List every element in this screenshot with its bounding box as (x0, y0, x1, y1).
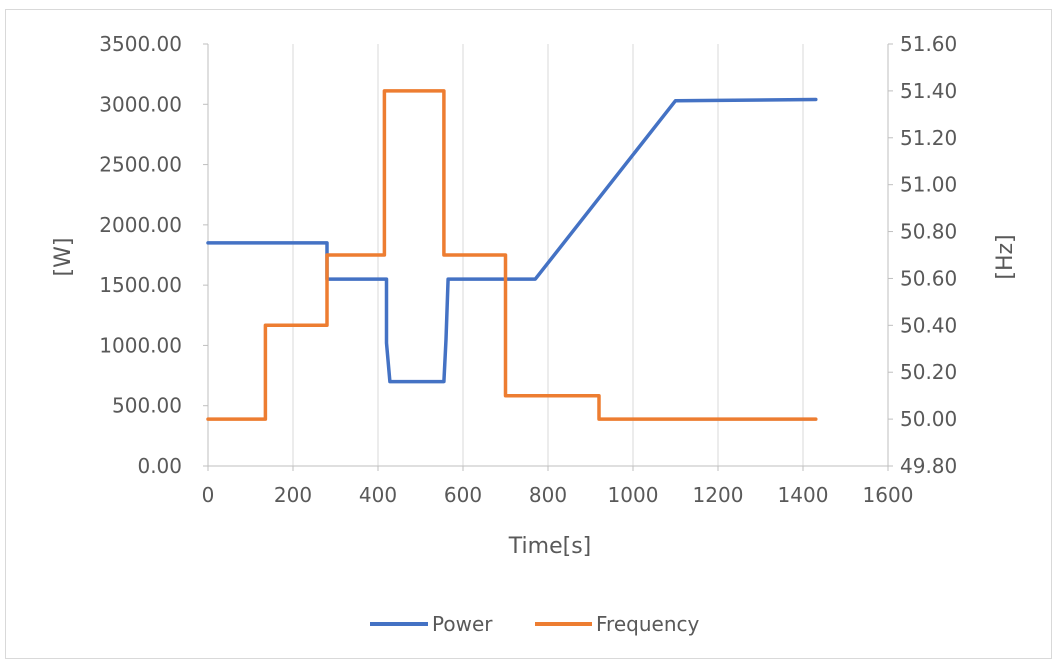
gridlines (292, 44, 889, 466)
series-line-frequency (206, 89, 818, 421)
y-left-tick-label: 2000.00 (99, 213, 182, 237)
x-tick-label: 600 (444, 483, 482, 507)
y-left-tick-label: 3000.00 (99, 92, 182, 116)
axes (203, 43, 893, 471)
y-right-tick-label: 50.00 (900, 407, 957, 431)
series-lines (206, 89, 818, 421)
y-right-tick-label: 51.00 (900, 173, 957, 197)
y-left-tick-label: 1500.00 (99, 273, 182, 297)
y-left-tick-label: 2500.00 (99, 153, 182, 177)
y-left-tick-label: 0.00 (137, 454, 182, 478)
x-tick-label: 400 (359, 483, 397, 507)
y-left-tick-label: 1000.00 (99, 333, 182, 357)
tick-labels: 0 200 400 600 800 1000 1200 1400 1600 0.00 500.00 1… (99, 32, 957, 507)
x-tick-label: 1400 (778, 483, 829, 507)
y-right-tick-label: 51.40 (900, 79, 957, 103)
x-axis-title: Time[s] (508, 534, 591, 559)
y-right-tick-label: 49.80 (900, 454, 957, 478)
x-tick-label: 1200 (693, 483, 744, 507)
x-tick-label: 1000 (608, 483, 659, 507)
y-left-tick-label: 3500.00 (99, 32, 182, 56)
y-axis-right-title: [Hz] (993, 234, 1018, 279)
y-right-tick-label: 50.80 (900, 220, 957, 244)
series-line-power (206, 97, 818, 384)
y-right-tick-label: 50.20 (900, 360, 957, 384)
x-tick-label: 0 (202, 483, 215, 507)
legend-label-power: Power (432, 612, 493, 636)
x-tick-label: 1600 (863, 483, 914, 507)
y-right-tick-label: 50.40 (900, 313, 957, 337)
legend: Power Frequency (370, 612, 699, 636)
legend-label-frequency: Frequency (596, 612, 699, 636)
chart-frame (5, 9, 1052, 659)
y-right-tick-label: 51.20 (900, 126, 957, 150)
y-right-tick-label: 50.60 (900, 266, 957, 290)
x-tick-label: 800 (529, 483, 567, 507)
x-tick-label: 200 (274, 483, 312, 507)
y-right-tick-label: 51.60 (900, 32, 957, 56)
y-axis-left-title: [W] (51, 238, 76, 277)
y-left-tick-label: 500.00 (112, 394, 182, 418)
